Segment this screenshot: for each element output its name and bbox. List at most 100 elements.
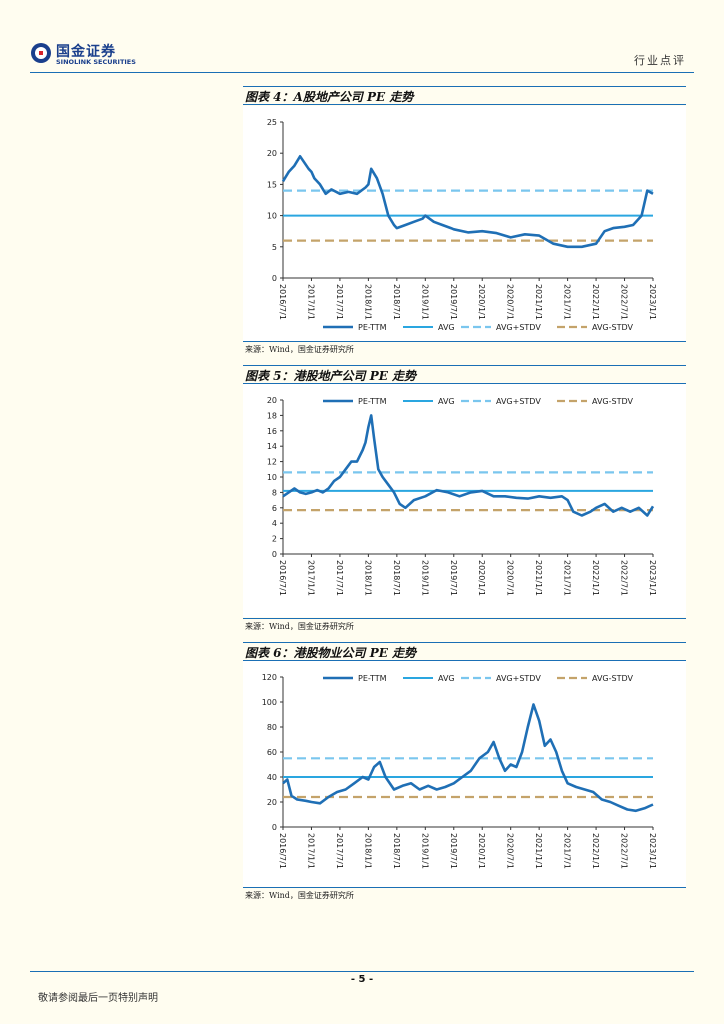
figure-6-title-rule <box>243 660 686 661</box>
x-tick-label: 2018/1/1 <box>363 284 372 320</box>
x-tick-label: 2017/7/1 <box>335 284 344 320</box>
figure-5-chart-svg: 0 2 4 6 8 10 12 14 16 18 20 2016/7/1 2017/1/1 2017/7/… <box>267 396 657 596</box>
y-tick-label: 20 <box>267 396 277 405</box>
series-line-pe-ttm <box>281 154 654 249</box>
legend-label: AVG-STDV <box>592 323 634 332</box>
y-tick-label: 2 <box>272 535 277 544</box>
x-tick-label: 2016/7/1 <box>278 833 287 869</box>
x-tick-label: 2023/1/1 <box>648 560 657 596</box>
figure-6-title: 图表 6：港股物业公司 PE 走势 <box>245 646 417 660</box>
figure-4-title-bar: 图表 4：A股地产公司 PE 走势 <box>243 86 686 105</box>
y-tick-label: 5 <box>272 243 277 252</box>
x-tick-label: 2019/7/1 <box>449 560 458 596</box>
x-tick-label: 2022/7/1 <box>620 833 629 869</box>
x-tick-label: 2020/7/1 <box>506 560 515 596</box>
x-tick-label: 2017/7/1 <box>335 833 344 869</box>
x-tick-label: 2018/7/1 <box>392 833 401 869</box>
x-tick-label: 2017/1/1 <box>306 560 315 596</box>
header-divider <box>30 72 694 73</box>
x-tick-label: 2017/7/1 <box>335 560 344 596</box>
x-tick-label: 2018/7/1 <box>392 560 401 596</box>
x-tick-label: 2023/1/1 <box>648 284 657 320</box>
x-tick-label: 2020/1/1 <box>477 560 486 596</box>
figure-6-source: 来源：Wind，国金证券研究所 <box>245 891 354 900</box>
legend-label: AVG <box>438 397 455 406</box>
figure-5-title-rule <box>243 383 686 384</box>
y-tick-label: 100 <box>262 698 277 707</box>
brand-logo: 国金证券 SINOLINK SECURITIES <box>30 42 136 68</box>
x-tick-label: 2018/1/1 <box>363 833 372 869</box>
y-tick-label: 40 <box>267 773 277 782</box>
y-tick-label: 20 <box>267 798 277 807</box>
y-tick-label: 80 <box>267 723 277 732</box>
figure-5-source-bar: 来源：Wind，国金证券研究所 <box>243 618 686 633</box>
legend-label: PE-TTM <box>358 674 387 683</box>
figure-4-source: 来源：Wind，国金证券研究所 <box>245 345 354 354</box>
x-tick-label: 2022/7/1 <box>620 284 629 320</box>
x-tick-label: 2020/7/1 <box>506 833 515 869</box>
legend-label: AVG-STDV <box>592 397 634 406</box>
x-tick-label: 2016/7/1 <box>278 560 287 596</box>
figure-5-title: 图表 5：港股地产公司 PE 走势 <box>245 369 417 383</box>
y-tick-label: 10 <box>267 473 277 482</box>
figure-4-source-bar: 来源：Wind，国金证券研究所 <box>243 341 686 356</box>
legend-label: AVG <box>438 674 455 683</box>
x-tick-label: 2019/1/1 <box>420 833 429 869</box>
x-tick-label: 2022/1/1 <box>591 284 600 320</box>
y-tick-label: 60 <box>267 748 277 757</box>
y-tick-label: 120 <box>262 673 277 682</box>
x-tick-label: 2022/7/1 <box>620 560 629 596</box>
x-tick-label: 2020/7/1 <box>506 284 515 320</box>
x-tick-label: 2023/1/1 <box>648 833 657 869</box>
legend-label: PE-TTM <box>358 323 387 332</box>
x-tick-label: 2019/1/1 <box>420 560 429 596</box>
x-tick-label: 2018/1/1 <box>363 560 372 596</box>
figure-4-title: 图表 4：A股地产公司 PE 走势 <box>245 90 414 104</box>
sinolink-logo-icon <box>31 43 51 63</box>
y-tick-label: 20 <box>267 149 277 158</box>
logo-english-name: SINOLINK SECURITIES <box>56 58 136 66</box>
series-line-pe-ttm <box>282 414 655 517</box>
x-tick-label: 2019/7/1 <box>449 833 458 869</box>
x-tick-label: 2017/1/1 <box>306 833 315 869</box>
series-line-pe-ttm <box>282 703 654 813</box>
figure-5-source: 来源：Wind，国金证券研究所 <box>245 622 354 631</box>
legend-label: AVG-STDV <box>592 674 634 683</box>
x-tick-label: 2020/1/1 <box>477 833 486 869</box>
x-tick-label: 2016/7/1 <box>278 284 287 320</box>
y-tick-label: 25 <box>267 118 277 127</box>
y-tick-label: 15 <box>267 180 277 189</box>
y-tick-label: 8 <box>272 488 277 497</box>
y-tick-label: 14 <box>267 442 277 451</box>
x-tick-label: 2018/7/1 <box>392 284 401 320</box>
legend-label: AVG+STDV <box>496 397 541 406</box>
y-tick-label: 0 <box>272 550 277 559</box>
y-tick-label: 16 <box>267 427 277 436</box>
figure-6-chart-svg: 0 20 40 60 80 100 120 2016/7/1 2017/1/1 2017/7/1 2… <box>262 673 657 869</box>
x-tick-label: 2022/1/1 <box>591 560 600 596</box>
x-tick-label: 2017/1/1 <box>306 284 315 320</box>
x-tick-label: 2021/1/1 <box>534 284 543 320</box>
x-tick-label: 2021/7/1 <box>563 560 572 596</box>
x-tick-label: 2021/7/1 <box>563 833 572 869</box>
y-tick-label: 0 <box>272 823 277 832</box>
figure-6-chart: 0 20 40 60 80 100 120 2016/7/1 2017/1/1 2017/7/1 2… <box>243 661 686 887</box>
figure-6-title-bar: 图表 6：港股物业公司 PE 走势 <box>243 642 686 661</box>
disclaimer-note: 敬请参阅最后一页特别声明 <box>38 993 158 1004</box>
figure-6-source-bar: 来源：Wind，国金证券研究所 <box>243 887 686 902</box>
x-tick-label: 2020/1/1 <box>477 284 486 320</box>
y-tick-label: 12 <box>267 458 277 467</box>
x-tick-label: 2022/1/1 <box>591 833 600 869</box>
y-tick-label: 18 <box>267 411 277 420</box>
y-tick-label: 6 <box>272 504 277 513</box>
x-tick-label: 2021/7/1 <box>563 284 572 320</box>
x-tick-label: 2019/7/1 <box>449 284 458 320</box>
x-tick-label: 2021/1/1 <box>534 833 543 869</box>
figure-4-chart: 0 5 10 15 20 25 2016/7/1 2017/1/1 2017/7/1 2018/1… <box>243 106 686 342</box>
figure-4-title-rule <box>243 104 686 105</box>
figure-5-title-bar: 图表 5：港股地产公司 PE 走势 <box>243 365 686 384</box>
x-tick-label: 2021/1/1 <box>534 560 543 596</box>
legend-label: AVG+STDV <box>496 323 541 332</box>
figure-4-chart-svg: 0 5 10 15 20 25 2016/7/1 2017/1/1 2017/7/1 2018/1… <box>267 118 657 332</box>
legend-label: AVG <box>438 323 455 332</box>
